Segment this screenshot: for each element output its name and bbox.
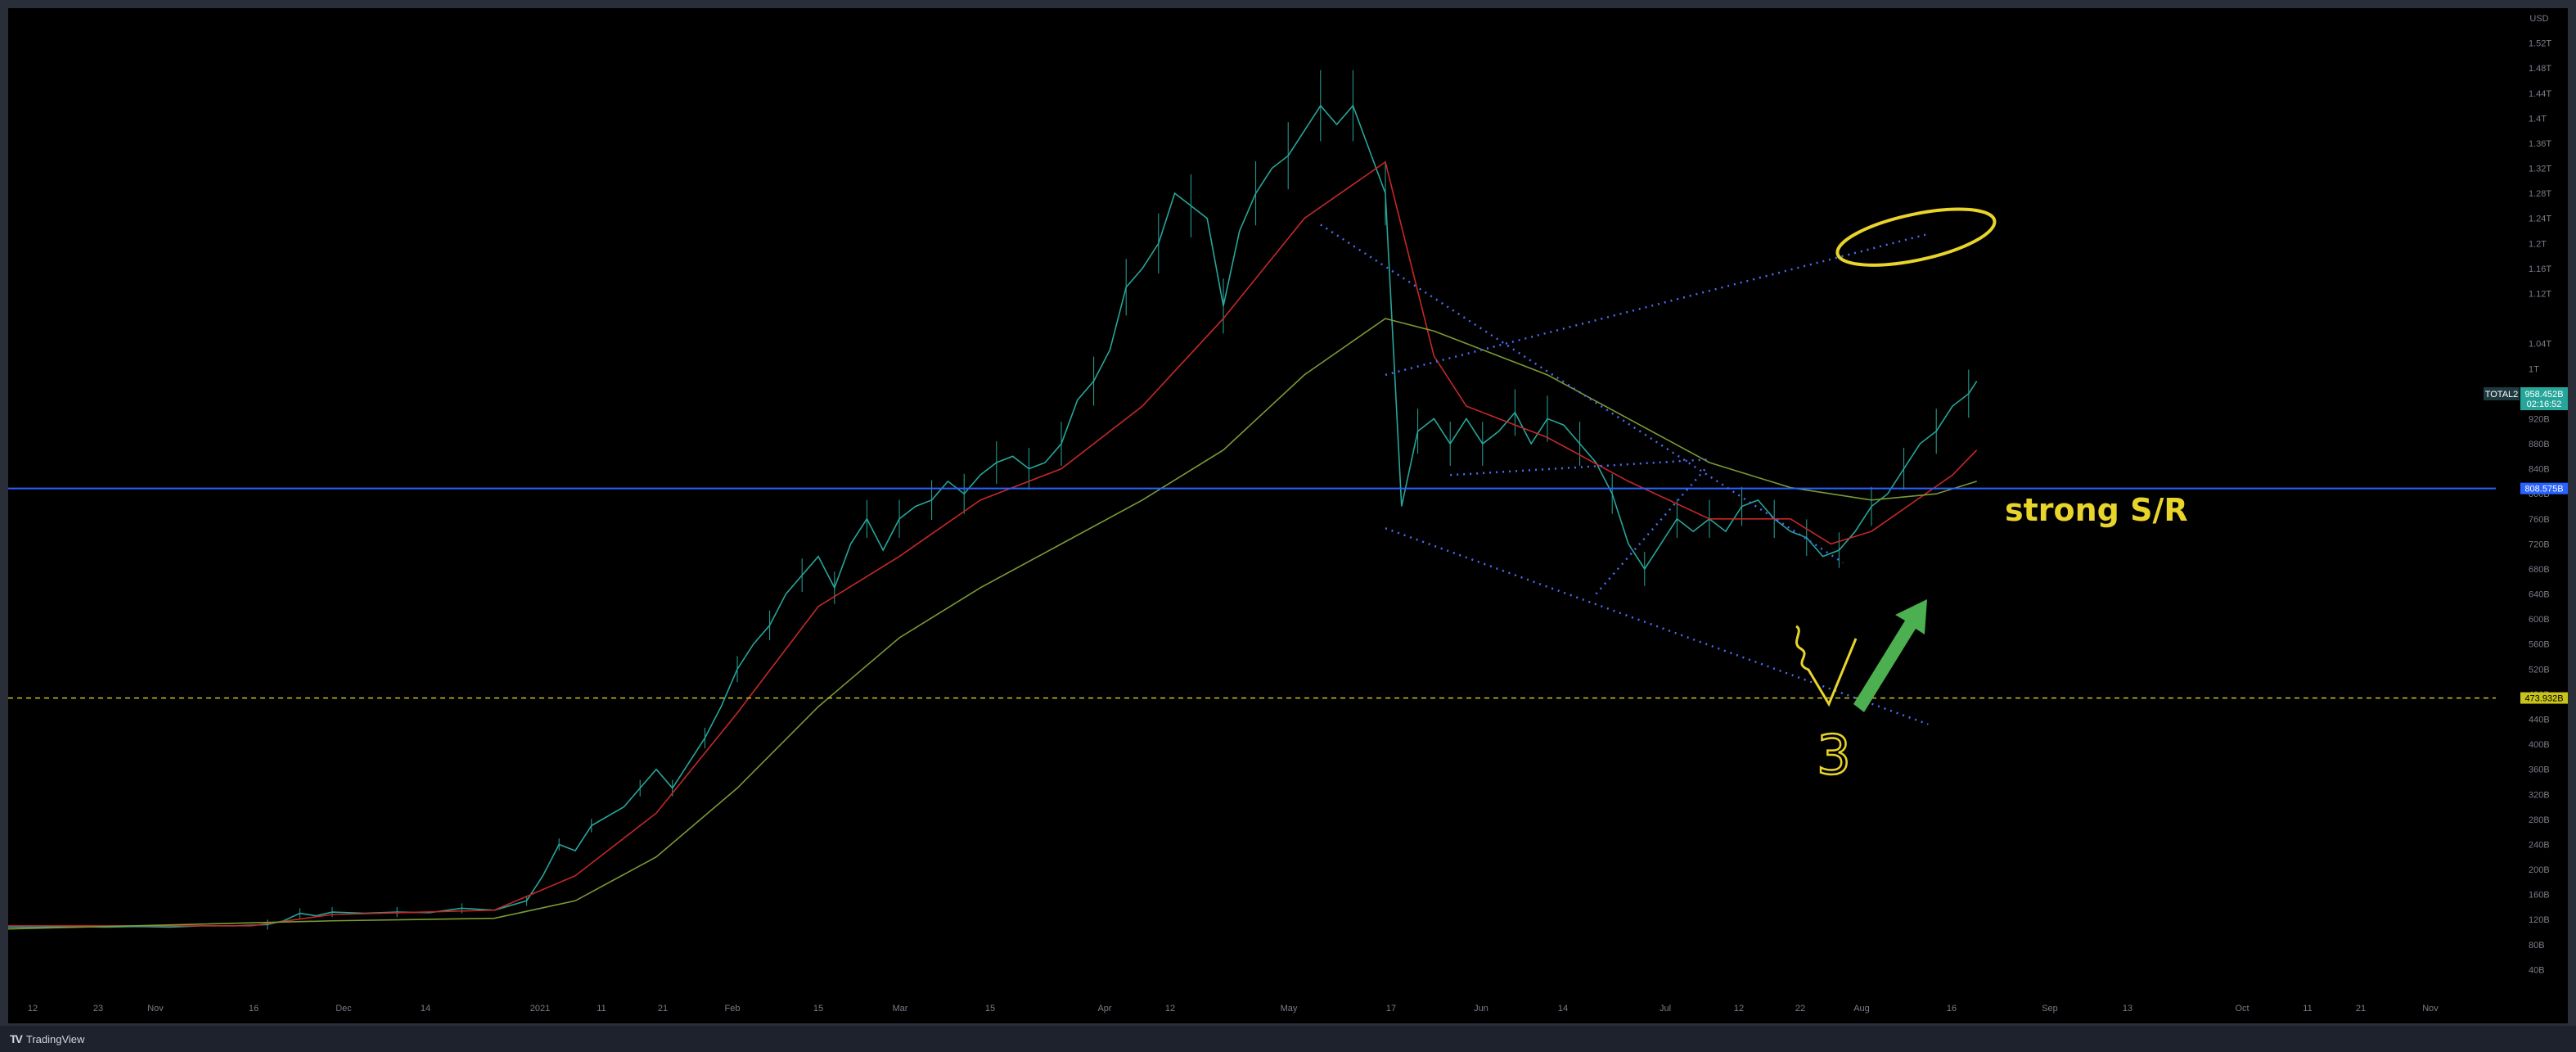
- rising-trendline[interactable]: [1385, 233, 1929, 377]
- y-tick-label: 1.36T: [2529, 139, 2551, 149]
- y-tick-label: 200B: [2529, 865, 2550, 875]
- y-tick-label: 640B: [2529, 590, 2550, 600]
- y-tick-label: 1.12T: [2529, 289, 2551, 299]
- x-tick-label: 16: [249, 1004, 259, 1014]
- price-axis[interactable]: [2496, 8, 2568, 1023]
- y-tick-label: 240B: [2529, 840, 2550, 850]
- x-tick-label: 11: [597, 1004, 606, 1014]
- x-tick-label: Jun: [1474, 1004, 1488, 1014]
- y-tick-label: 560B: [2529, 640, 2550, 650]
- y-tick-label: 760B: [2529, 515, 2550, 525]
- x-tick-label: Oct: [2235, 1004, 2249, 1014]
- y-tick-label: 440B: [2529, 716, 2550, 725]
- x-tick-label: Nov: [2422, 1004, 2439, 1014]
- y-tick-label: 400B: [2529, 740, 2550, 750]
- y-tick-label: 120B: [2529, 915, 2550, 925]
- y-tick-label: 1.4T: [2529, 114, 2547, 124]
- x-tick-label: Mar: [893, 1004, 908, 1014]
- y-tick-label: 1T: [2529, 364, 2539, 374]
- ma-slow-series: [8, 318, 1977, 930]
- wedge-trendline[interactable]: [1595, 467, 1706, 595]
- x-tick-label: Feb: [725, 1004, 741, 1014]
- symbol-tag-label: TOTAL2: [2485, 390, 2519, 400]
- chart-pane[interactable]: 40B 80B 120B 160B 200B 240B 280B 320B 360B 400B 44…: [8, 8, 2568, 1023]
- x-tick-label: Sep: [2042, 1004, 2058, 1014]
- target-ellipse[interactable]: [1833, 198, 1999, 277]
- wave-number-label[interactable]: 3: [1816, 723, 1853, 788]
- strong-sr-label[interactable]: strong S/R: [2005, 492, 2188, 528]
- y-tick-label: 1.2T: [2529, 239, 2547, 249]
- descending-trendline[interactable]: [1320, 223, 1844, 564]
- y-tick-label: 1.16T: [2529, 264, 2551, 274]
- x-tick-label: 12: [28, 1004, 38, 1014]
- x-tick-label: 21: [658, 1004, 668, 1014]
- y-tick-label: 1.04T: [2529, 340, 2551, 350]
- y-tick-label: 520B: [2529, 665, 2550, 675]
- y-tick-label: 160B: [2529, 891, 2550, 901]
- price-tag-label: 808.575B: [2524, 485, 2563, 494]
- y-tick-label: 40B: [2529, 965, 2545, 975]
- x-tick-label: 22: [1795, 1004, 1805, 1014]
- tradingview-logo[interactable]: TV TradingView: [10, 1032, 84, 1045]
- y-tick-label: 1.32T: [2529, 165, 2551, 174]
- x-tick-label: Jul: [1660, 1004, 1671, 1014]
- y-tick-label: 880B: [2529, 440, 2550, 449]
- bullish-arrow[interactable]: [1853, 599, 1927, 712]
- y-tick-label: 840B: [2529, 465, 2550, 475]
- x-tick-label: 21: [2356, 1004, 2366, 1014]
- x-tick-label: Dec: [336, 1004, 352, 1014]
- x-tick-label: Nov: [147, 1004, 164, 1014]
- y-tick-label: 920B: [2529, 414, 2550, 424]
- price-tag-label: 473.932B: [2524, 694, 2563, 704]
- x-tick-label: 2021: [530, 1004, 550, 1014]
- x-tick-label: 11: [2303, 1004, 2312, 1014]
- y-tick-label: 1.52T: [2529, 39, 2551, 49]
- tradingview-logo-icon: TV: [10, 1032, 23, 1045]
- x-tick-label: 23: [93, 1004, 103, 1014]
- x-tick-label: 15: [985, 1004, 995, 1014]
- tradingview-logo-text: TradingView: [25, 1032, 85, 1045]
- y-tick-label: 1.28T: [2529, 189, 2551, 199]
- y-tick-label: 1.44T: [2529, 89, 2551, 99]
- current-price-tag: [2520, 387, 2568, 411]
- x-tick-label: Aug: [1853, 1004, 1870, 1014]
- x-tick-label: 15: [813, 1004, 823, 1014]
- x-tick-label: 14: [421, 1004, 430, 1014]
- support-trendline[interactable]: [1450, 458, 1710, 476]
- y-tick-label: 360B: [2529, 765, 2550, 775]
- price-series: [8, 104, 1978, 928]
- x-tick-label: 12: [1734, 1004, 1744, 1014]
- y-tick-label: 80B: [2529, 941, 2545, 950]
- chart-canvas[interactable]: 40B 80B 120B 160B 200B 240B 280B 320B 360B 400B 44…: [8, 8, 2568, 1023]
- wave-squiggle[interactable]: [1795, 625, 1858, 707]
- x-tick-label: 12: [1165, 1004, 1175, 1014]
- price-tag: [2520, 692, 2568, 704]
- current-price-label: 958.452B: [2524, 390, 2563, 400]
- x-tick-label: 16: [1947, 1004, 1957, 1014]
- y-tick-label: 720B: [2529, 540, 2550, 549]
- x-tick-label: 14: [1558, 1004, 1568, 1014]
- ma-fast-series: [8, 160, 1978, 927]
- countdown-label: 02:16:52: [2527, 400, 2562, 409]
- lower-channel-line[interactable]: [1385, 527, 1929, 725]
- symbol-tag: [2484, 387, 2520, 401]
- y-tick-label: 320B: [2529, 790, 2550, 800]
- y-tick-label: 1.24T: [2529, 214, 2551, 224]
- y-tick-label: 280B: [2529, 815, 2550, 825]
- y-tick-label: 600B: [2529, 615, 2550, 625]
- x-tick-label: 13: [2123, 1004, 2132, 1014]
- y-tick-label: 1.48T: [2529, 64, 2551, 74]
- x-tick-label: May: [1281, 1004, 1298, 1014]
- footer-bar: TV TradingView: [0, 1026, 2576, 1052]
- y-tick-label: 680B: [2529, 565, 2550, 575]
- currency-label: USD: [2529, 14, 2548, 24]
- price-tag: [2520, 482, 2568, 494]
- x-tick-label: 17: [1386, 1004, 1396, 1014]
- x-tick-label: Apr: [1097, 1004, 1111, 1014]
